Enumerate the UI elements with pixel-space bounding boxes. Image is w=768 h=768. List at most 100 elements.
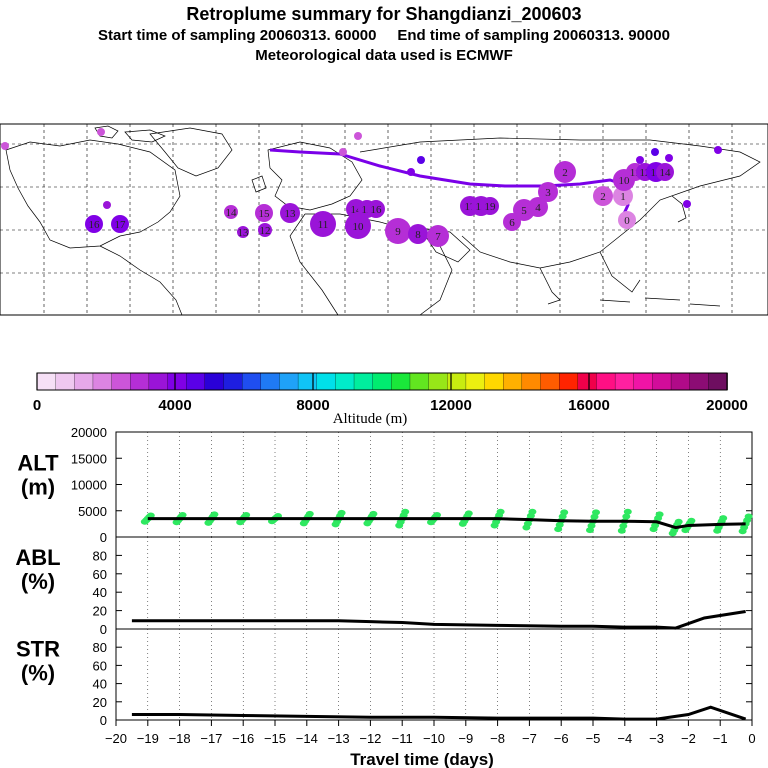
plume-point-label: 2 (600, 191, 606, 203)
coastlines (5, 125, 761, 316)
plume-point: 8 (408, 224, 428, 244)
sampling-times: Start time of sampling 20060313. 60000 E… (98, 27, 670, 44)
colorbar-cell (372, 372, 393, 391)
plume-point-marker (385, 218, 411, 244)
colorbar-cell (503, 372, 523, 391)
x-tick-label: −11 (392, 731, 413, 746)
y-tick-label: 20 (93, 695, 107, 710)
plume-point-label: 9 (395, 226, 401, 238)
altitude-scatter-point (146, 512, 155, 519)
plume-point-marker (224, 205, 238, 219)
x-tick-label: −13 (328, 731, 350, 746)
plume-point: 3 (538, 182, 558, 202)
colorbar-cell (92, 372, 113, 391)
plume-point-label: 5 (521, 205, 527, 217)
plume-point-marker (310, 211, 336, 237)
colorbar-cell (652, 372, 672, 391)
plume-point-label: 12 (640, 167, 651, 179)
plume-point-label: 13 (238, 227, 250, 239)
x-tick-label: −20 (105, 731, 127, 746)
plume-dot (1, 142, 9, 150)
plume-dot (103, 201, 111, 209)
plume-point-label: 7 (435, 231, 441, 243)
colorbar-cell (204, 372, 225, 391)
y-tick-label: 40 (93, 677, 107, 692)
colorbar-cell (670, 372, 691, 391)
altitude-colorbar: 0 4000 8000 12000 16000 20000 Altitude (m) (33, 372, 748, 427)
y-tick-label: 20000 (71, 425, 107, 440)
x-tick-label: −19 (137, 731, 159, 746)
altitude-scatter-point (744, 513, 753, 520)
altitude-scatter-point (623, 508, 632, 515)
plume-point: 16 (85, 215, 103, 233)
plume-dot (417, 156, 425, 164)
colorbar-cell (130, 372, 150, 391)
y-tick-label: 80 (93, 640, 107, 655)
plume-point: 12 (258, 223, 272, 237)
chart-title: Retroplume summary for Shangdianzi_20060… (186, 4, 582, 24)
colorbar-cell (521, 372, 542, 391)
plume-point-label: 19 (485, 201, 497, 213)
colorbar-cell (74, 372, 94, 391)
colorbar-tick-label: 4000 (158, 397, 191, 414)
colorbar-cell (689, 372, 710, 391)
plume-point: 2 (554, 161, 576, 183)
plume-point-marker (345, 213, 371, 239)
plume-point: 14 (224, 205, 238, 219)
panel-alt: 0 5000 10000 15000 20000 ALT(m) (17, 425, 753, 545)
plume-point: 2 (593, 186, 613, 206)
altitude-scatter-point (337, 509, 346, 516)
plume-point-marker (593, 186, 613, 206)
plume-point: 7 (427, 225, 449, 247)
panel-ylabel: (m) (21, 475, 55, 500)
plume-point: 1 (613, 186, 633, 206)
y-tick-label: 0 (100, 530, 107, 545)
panel-ylabel: (%) (21, 569, 55, 594)
plume-point: 0 (618, 211, 636, 229)
plume-point-marker (613, 186, 633, 206)
x-tick-label: −12 (359, 731, 381, 746)
plume-point-marker (111, 215, 129, 233)
altitude-scatter-point (687, 517, 696, 524)
panel-ylabel: STR (16, 637, 60, 662)
plume-point-marker (528, 197, 548, 217)
colorbar-cell (596, 372, 616, 391)
plume-point-marker (367, 200, 385, 218)
y-tick-label: 10000 (71, 478, 107, 493)
plume-point-marker (427, 225, 449, 247)
colorbar-cell (391, 372, 411, 391)
x-tick-label: −17 (200, 731, 222, 746)
colorbar-cell (447, 372, 467, 391)
colorbar-cell (465, 372, 486, 391)
plume-point: 17 (111, 215, 129, 233)
plume-point-label: 4 (535, 202, 541, 214)
plume-point-label: 13 (285, 208, 297, 220)
y-tick-label: 0 (100, 622, 107, 637)
colorbar-tick-label: 8000 (296, 397, 329, 414)
plume-point: 15 (255, 204, 273, 222)
x-tick-label: −10 (423, 731, 445, 746)
plume-dot (407, 168, 415, 176)
colorbar-cell (111, 372, 131, 391)
x-tick-label: −16 (232, 731, 254, 746)
panel-ylabel: ALT (17, 451, 59, 476)
x-tick-label: −15 (264, 731, 286, 746)
y-tick-label: 80 (93, 548, 107, 563)
colorbar-cell (708, 372, 728, 391)
plume-point: 13 (280, 203, 300, 223)
colorbar-cell (577, 372, 598, 391)
y-tick-label: 20 (93, 604, 107, 619)
plume-point-label: 12 (260, 225, 271, 237)
y-tick-label: 60 (93, 567, 107, 582)
colorbar-cell (559, 372, 579, 391)
altitude-scatter-point (464, 510, 473, 517)
altitude-scatter-point (528, 508, 537, 515)
plume-point-marker (656, 163, 674, 181)
plume-point: 19 (481, 197, 499, 215)
plume-point-marker (408, 224, 428, 244)
colorbar-cell (241, 372, 262, 391)
x-tick-label: −5 (586, 731, 601, 746)
altitude-scatter-point (178, 511, 187, 518)
plume-point-label: 17 (115, 219, 127, 231)
plume-point-label: 17 (465, 201, 477, 213)
